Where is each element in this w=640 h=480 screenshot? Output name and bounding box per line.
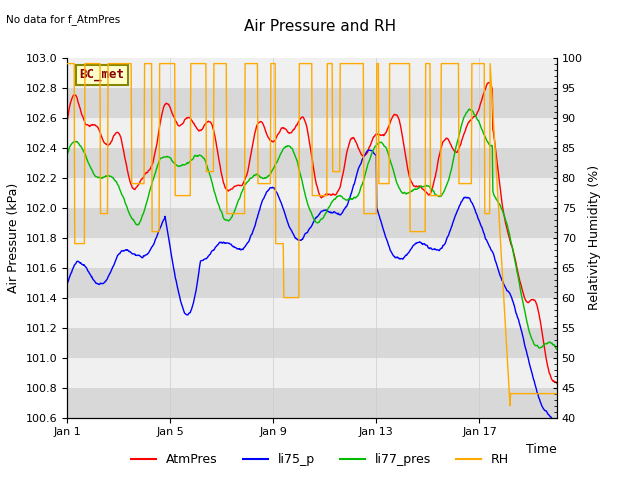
Bar	[67, 88, 557, 118]
Text: BC_met: BC_met	[79, 68, 124, 82]
Text: No data for f_AtmPres: No data for f_AtmPres	[6, 14, 121, 25]
Bar	[67, 387, 557, 418]
X-axis label: Time: Time	[526, 443, 557, 456]
Bar	[67, 58, 557, 88]
Bar	[67, 327, 557, 358]
Y-axis label: Air Pressure (kPa): Air Pressure (kPa)	[7, 182, 20, 293]
Bar	[67, 358, 557, 387]
Legend: AtmPres, li75_p, li77_pres, RH: AtmPres, li75_p, li77_pres, RH	[126, 448, 514, 471]
Bar	[67, 298, 557, 327]
Bar	[67, 207, 557, 238]
Text: Air Pressure and RH: Air Pressure and RH	[244, 19, 396, 34]
Bar	[67, 178, 557, 207]
Bar	[67, 147, 557, 178]
Bar	[67, 268, 557, 298]
Bar	[67, 118, 557, 147]
Y-axis label: Relativity Humidity (%): Relativity Humidity (%)	[588, 165, 601, 310]
Bar	[67, 238, 557, 268]
